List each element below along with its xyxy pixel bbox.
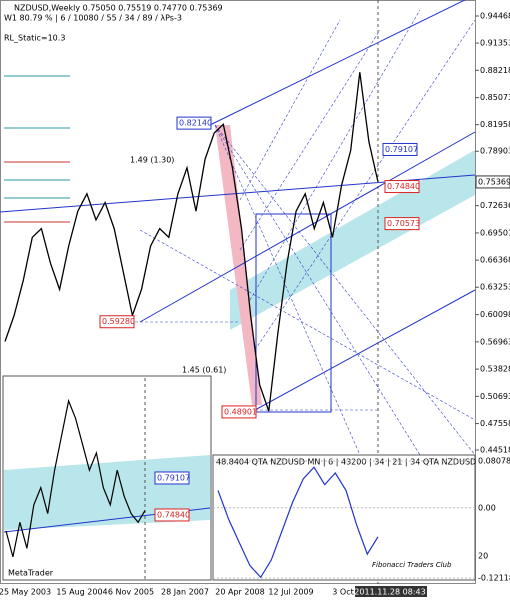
price-label: 0.82140 (179, 119, 212, 128)
credit: Fibonacci Traders Club (372, 561, 452, 569)
price-label-box (221, 405, 257, 419)
oscillator: 48.8404 QTA NZDUSD MN | 6 | 43200 | 34 |… (212, 454, 510, 583)
chart-frame (0, 0, 476, 584)
oscillator-frame (212, 454, 476, 581)
price-label-box (176, 116, 212, 130)
annotation: 1.45 (0.61) (182, 366, 226, 375)
osc-tick-label: 0.080783 (478, 457, 510, 466)
x-tick-label: 12 Jul 2009 (268, 588, 313, 597)
price-label: 0.59280 (102, 317, 135, 326)
y-tick-label: 0.81958 (480, 120, 510, 129)
y-tick-label: 0.91353 (480, 39, 510, 48)
channel-band (230, 150, 475, 330)
x-tick-label: 3 Oct (332, 588, 353, 597)
price-label: 0.74840 (387, 182, 420, 191)
price-label-box (384, 217, 420, 231)
current-price: 0.75369 (478, 177, 510, 186)
inset-label: 0.74840 (157, 510, 190, 519)
y-tick-label: 0.44518 (480, 446, 510, 455)
price-line (4, 72, 379, 412)
y-tick-label: 0.63253 (480, 283, 510, 292)
inset-price-line (5, 398, 146, 558)
inset: MetaTrader 0.79107 0.74840 (2, 375, 212, 581)
x-tick-label: 2011.11.28 08:43 (354, 588, 425, 597)
x-tick-label: 25 May 2003 (0, 588, 51, 597)
price-label-box (384, 180, 420, 194)
y-tick-label: 0.85073 (480, 93, 510, 102)
y-tick-label: 0.88218 (480, 66, 510, 75)
y-tick-label: 0.56963 (480, 337, 510, 346)
y-tick-label: 0.66368 (480, 256, 510, 265)
price-label: 0.48901 (224, 407, 257, 416)
x-tick-label: 6 Nov 2005 (108, 588, 154, 597)
header-line: NZDUSD,Weekly 0.75050 0.75519 0.74770 0.… (14, 4, 223, 13)
y-tick-label: 0.60098 (480, 310, 510, 319)
price-label: 0.79107 (385, 145, 418, 154)
current-price-box (475, 175, 510, 189)
annotation: 1.49 (1.30) (130, 156, 174, 165)
level-label: 20 (478, 552, 488, 561)
osc-tick-label: -0.12118 (478, 574, 510, 583)
x-tick-label: 28 Jan 2007 (161, 588, 209, 597)
header-line: W1 80.79 % | 6 / 10080 / 55 / 34 / 89 / … (4, 14, 182, 23)
y-tick-label: 0.53828 (480, 365, 510, 374)
y-tick-label: 0.47558 (480, 419, 510, 428)
time-box (355, 586, 427, 597)
x-tick-label: 20 Apr 2008 (215, 588, 264, 597)
inset-label-box (154, 508, 190, 522)
price-label: 0.70573 (387, 219, 420, 228)
price-label-box (382, 142, 418, 156)
inset-brand: MetaTrader (8, 569, 54, 578)
oscillator-title: 48.8404 QTA NZDUSD MN | 6 | 43200 | 34 |… (216, 458, 476, 467)
osc-tick-label: 0.00 (478, 503, 496, 512)
osc-line (217, 466, 379, 579)
y-tick-label: 0.50693 (480, 392, 510, 401)
header-line: RL_Static=10.3 (4, 34, 65, 43)
y-tick-label: 0.69501 (480, 228, 510, 237)
inset-label: 0.79107 (157, 473, 190, 482)
inset-label-box (154, 471, 190, 485)
y-tick-label: 0.72636 (480, 201, 510, 210)
x-tick-label: 15 Aug 2004 (56, 588, 107, 597)
price-label-box (99, 315, 135, 329)
fib-fans (130, 9, 476, 456)
level-ticks (4, 75, 70, 223)
y-tick-label: 0.94468 (480, 12, 510, 21)
fall-zone (215, 125, 262, 405)
y-tick-label: 0.78903 (480, 147, 510, 156)
